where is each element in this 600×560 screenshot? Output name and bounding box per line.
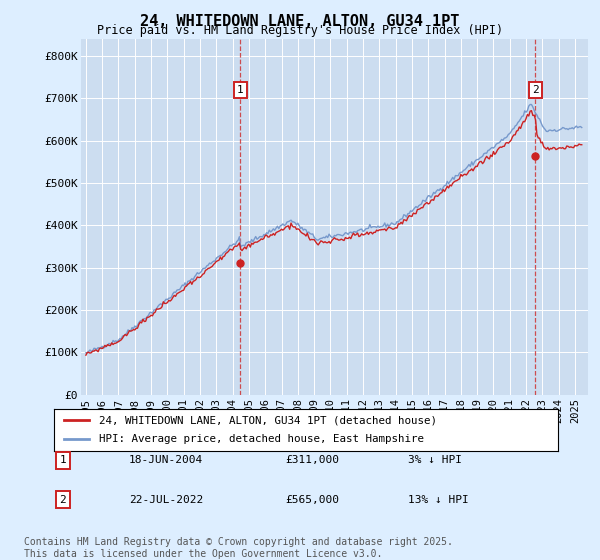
Text: 2: 2 — [59, 494, 67, 505]
Text: 24, WHITEDOWN LANE, ALTON, GU34 1PT: 24, WHITEDOWN LANE, ALTON, GU34 1PT — [140, 14, 460, 29]
Text: 3% ↓ HPI: 3% ↓ HPI — [408, 455, 462, 465]
Text: £565,000: £565,000 — [285, 494, 339, 505]
Text: 24, WHITEDOWN LANE, ALTON, GU34 1PT (detached house): 24, WHITEDOWN LANE, ALTON, GU34 1PT (det… — [100, 416, 437, 426]
Text: 18-JUN-2004: 18-JUN-2004 — [129, 455, 203, 465]
Text: £311,000: £311,000 — [285, 455, 339, 465]
Text: Contains HM Land Registry data © Crown copyright and database right 2025.
This d: Contains HM Land Registry data © Crown c… — [24, 537, 453, 559]
Text: HPI: Average price, detached house, East Hampshire: HPI: Average price, detached house, East… — [100, 435, 424, 445]
Text: 1: 1 — [237, 85, 244, 95]
Text: 13% ↓ HPI: 13% ↓ HPI — [408, 494, 469, 505]
Text: 2: 2 — [532, 85, 538, 95]
Text: Price paid vs. HM Land Registry's House Price Index (HPI): Price paid vs. HM Land Registry's House … — [97, 24, 503, 37]
Text: 22-JUL-2022: 22-JUL-2022 — [129, 494, 203, 505]
Text: 1: 1 — [59, 455, 67, 465]
